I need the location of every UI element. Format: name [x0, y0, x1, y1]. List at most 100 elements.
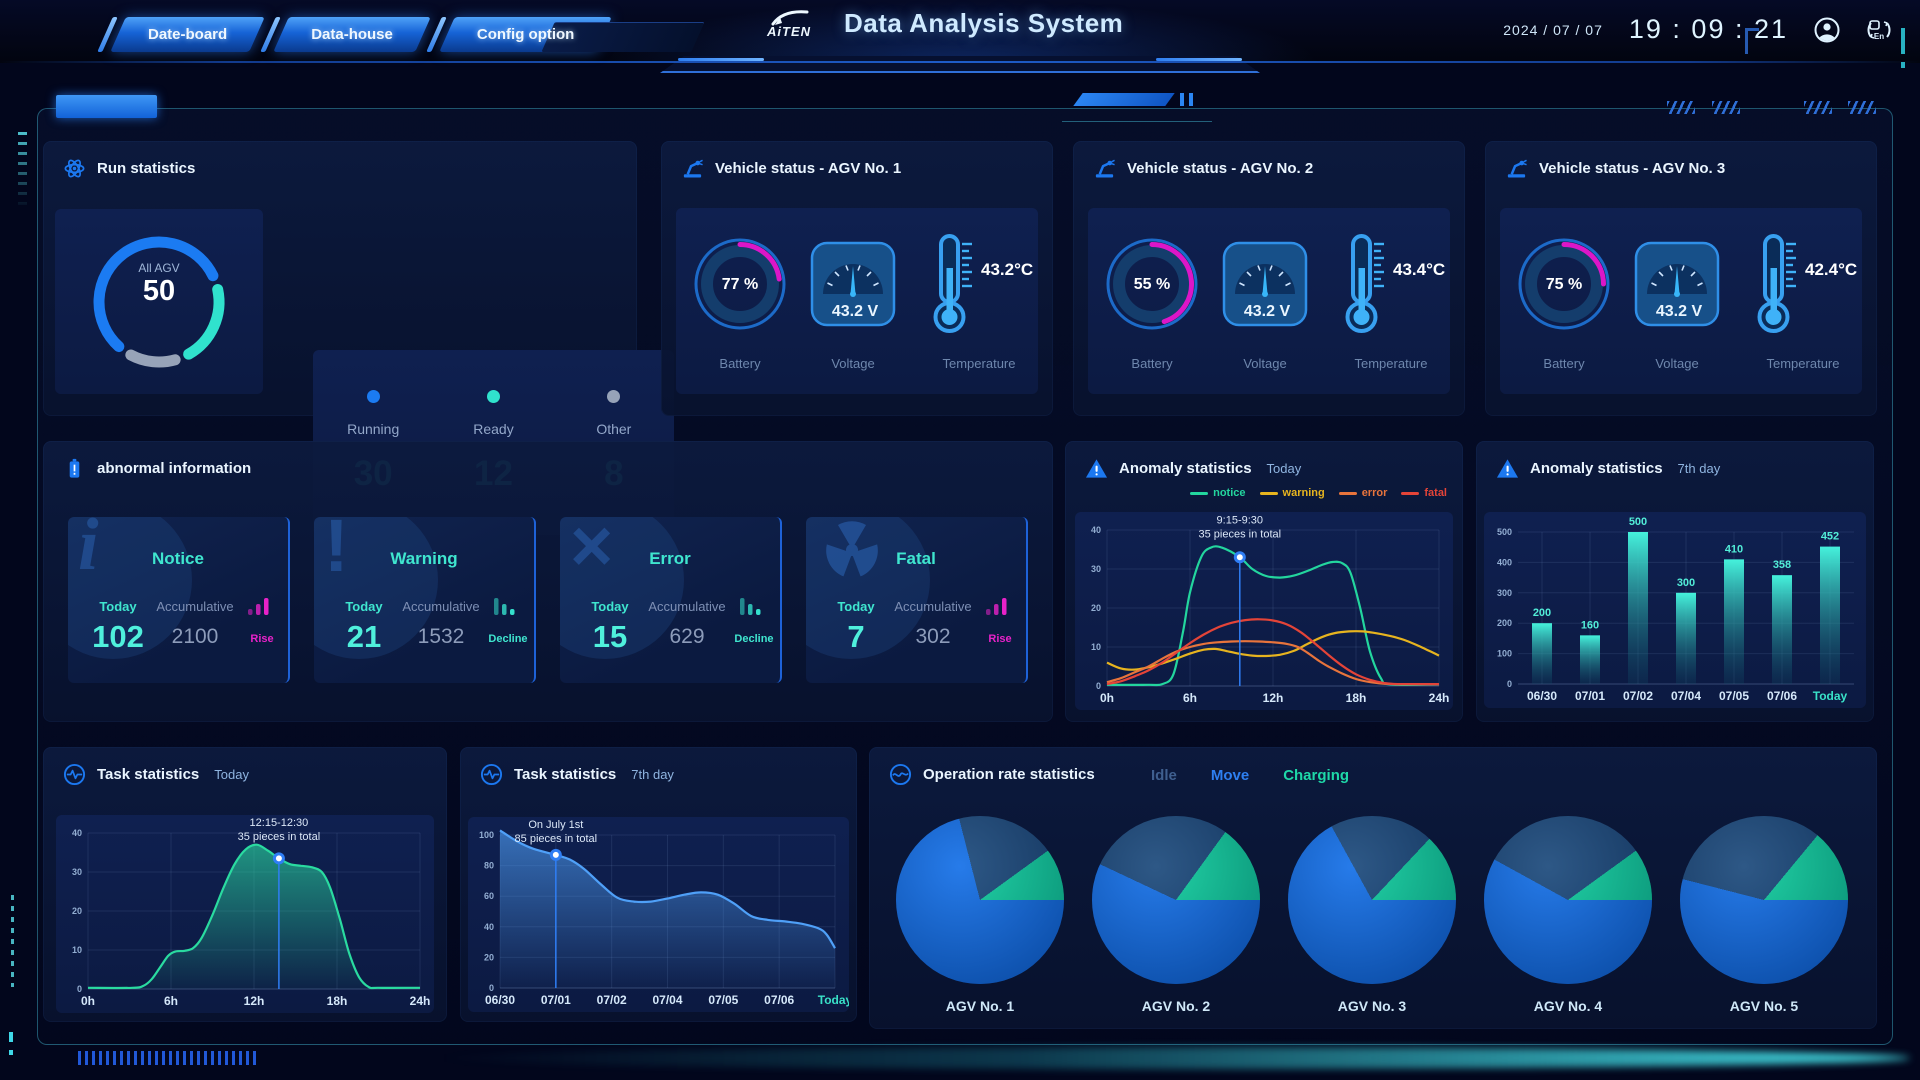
anomaly-7day-bar-chart: 0 100 200 300 400 500 200 06/30 160 07/01 500 07/02…	[1484, 512, 1866, 708]
svg-text:30: 30	[72, 867, 82, 877]
svg-text:40: 40	[1091, 525, 1101, 535]
thermometer	[933, 234, 972, 333]
svg-text:0h: 0h	[81, 994, 95, 1008]
svg-text:85 pieces in total: 85 pieces in total	[515, 833, 598, 845]
voltage-value: 43.2 V	[1243, 303, 1291, 320]
task-today-area-chart: 0 10 20 30 40 0h 6h 12h 18h 24h 12:15-12:30 35 piec…	[56, 815, 434, 1013]
svg-text:80: 80	[484, 861, 494, 871]
voltage-label: Voltage	[1243, 356, 1287, 371]
date-display: 2024 / 07 / 07	[1503, 21, 1603, 38]
tab-data-house[interactable]: Data-house	[281, 17, 423, 52]
vehicle-gauges-panel: 75 % 43.2 V	[1500, 208, 1862, 394]
task-7day-area-chart: 0 20 40 60 80 100 06/30 07/01 07/02 07/04 07/05 07/…	[468, 817, 853, 1012]
card-title: Task statistics	[514, 766, 617, 783]
svg-text:12:15-12:30: 12:15-12:30	[250, 817, 309, 829]
card-title: Task statistics	[97, 766, 200, 783]
user-avatar-icon[interactable]	[1814, 17, 1840, 43]
clock-area: 2024 / 07 / 07 19 : 09 : 21 En	[1503, 14, 1892, 45]
svg-text:0: 0	[1507, 679, 1512, 689]
card-subtitle: Today	[214, 767, 249, 782]
running-dot	[366, 390, 380, 403]
temperature-value: 43.2°C	[981, 260, 1034, 279]
today-label: Today	[837, 599, 875, 614]
pulse-circle-icon	[63, 763, 86, 786]
svg-text:60: 60	[484, 891, 494, 901]
svg-text:30: 30	[1091, 564, 1101, 574]
legend-idle[interactable]: Idle	[1151, 767, 1177, 784]
tab-config-option[interactable]: Config option	[447, 17, 604, 52]
tab-date-board[interactable]: Date-board	[118, 17, 257, 52]
today-value: 102	[92, 619, 144, 654]
svg-text:0: 0	[1096, 681, 1101, 691]
svg-text:400: 400	[1497, 557, 1512, 567]
voltage-gauge	[1222, 241, 1308, 327]
battery-value: 75 %	[1545, 276, 1583, 293]
thermometer	[1345, 234, 1384, 333]
pie-agv-2	[1092, 816, 1260, 984]
accumulative-value: 629	[669, 625, 705, 648]
svg-text:On July 1st: On July 1st	[528, 819, 583, 831]
anomaly-statistics-today-card: Anomaly statistics Today notice warning …	[1065, 441, 1463, 722]
pie-agv-1	[896, 816, 1064, 984]
robot-arm-icon	[681, 157, 704, 180]
logo-swoosh-icon	[771, 10, 809, 26]
operation-legend: Idle Move Charging	[1151, 767, 1349, 784]
accumulative-label: Accumulative	[894, 599, 972, 614]
page-title: Data Analysis System	[844, 8, 1124, 38]
temperature-label: Temperature	[1354, 356, 1428, 371]
svg-text:35 pieces in total: 35 pieces in total	[1199, 528, 1282, 540]
svg-text:07/06: 07/06	[764, 993, 794, 1007]
error-glyph-icon: ×	[570, 517, 614, 587]
svg-text:10: 10	[1091, 642, 1101, 652]
warning-glyph-icon: !	[324, 517, 349, 587]
temperature-label: Temperature	[1766, 356, 1840, 371]
radiation-icon	[826, 521, 878, 577]
header: Date-board Data-house Config option AiTE…	[0, 0, 1920, 73]
today-value: 7	[847, 619, 865, 654]
legend-warning[interactable]: warning	[1259, 487, 1325, 499]
title-plate	[660, 56, 1260, 73]
legend-dash	[1259, 491, 1278, 495]
battery-value: 55 %	[1133, 276, 1171, 293]
battery-donut	[694, 238, 786, 330]
legend-charging[interactable]: Charging	[1283, 767, 1350, 784]
legend-fatal[interactable]: fatal	[1401, 487, 1447, 499]
accumulative-value: 1532	[417, 625, 465, 648]
language-toggle-icon[interactable]: En	[1866, 17, 1892, 43]
voltage-label: Voltage	[1655, 356, 1699, 371]
svg-text:6h: 6h	[1183, 691, 1197, 705]
abnormal-card-error: × Error Today 15 Accumulative 629 Decline	[560, 517, 782, 683]
voltage-value: 43.2 V	[1655, 303, 1703, 320]
legend-move[interactable]: Move	[1210, 767, 1250, 784]
svg-text:200: 200	[1497, 618, 1512, 628]
legend-dash	[1401, 491, 1420, 495]
svg-text:07/05: 07/05	[708, 993, 738, 1007]
anomaly-today-line-chart: 0 10 20 30 40 0h 6h 12h 18h 24h 9:15-9:30 35 pieces…	[1075, 512, 1453, 710]
trend-bars-icon	[740, 598, 761, 615]
today-value: 21	[346, 619, 382, 654]
warning-triangle-icon	[1496, 457, 1519, 480]
legend-label: warning	[1282, 487, 1325, 499]
battery-alert-icon	[63, 457, 86, 480]
card-title: Anomaly statistics	[1119, 460, 1252, 477]
card-title: abnormal information	[97, 460, 252, 477]
svg-text:410: 410	[1725, 543, 1743, 555]
legend-error[interactable]: error	[1338, 487, 1387, 499]
abnormal-information-card: abnormal information i Notice Today 102 A…	[43, 441, 1053, 722]
pie-agv-3	[1288, 816, 1456, 984]
ready-label: Ready	[473, 421, 514, 437]
logo-text: AiTEN	[767, 24, 811, 39]
temperature-value: 43.4°C	[1393, 260, 1446, 279]
svg-text:07/05: 07/05	[1719, 689, 1749, 703]
card-subtitle: 7th day	[1677, 461, 1721, 476]
legend-notice[interactable]: notice	[1190, 487, 1246, 499]
svg-text:20: 20	[484, 952, 494, 962]
task-statistics-7day-card: Task statistics 7th day 0 20 40 60 80 100 06/3…	[460, 747, 857, 1022]
left-dots-decoration	[11, 895, 14, 987]
agv-donut-chart	[93, 236, 225, 368]
voltage-gauge	[810, 241, 896, 327]
trend-label: Decline	[488, 633, 528, 645]
card-title: Operation rate statistics	[923, 766, 1095, 783]
svg-text:07/01: 07/01	[541, 993, 571, 1007]
today-label: Today	[99, 599, 137, 614]
